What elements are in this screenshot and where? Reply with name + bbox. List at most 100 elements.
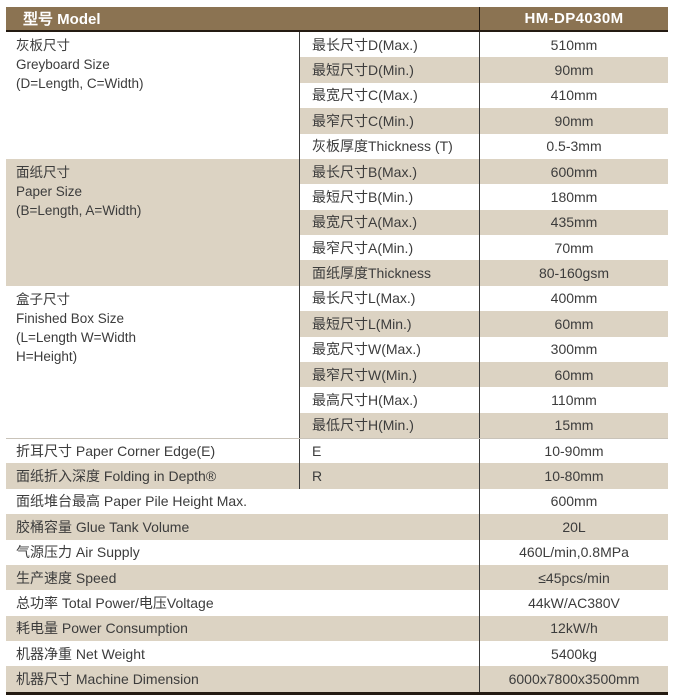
param-label: 最长尺寸D(Max.) bbox=[300, 32, 480, 58]
param-value: 60mm bbox=[554, 315, 594, 332]
param-label: 最低尺寸H(Min.) bbox=[300, 412, 480, 438]
group-rows: 最长尺寸D(Max.) 510mm 最短尺寸D(Min.) 90mm 最宽尺寸C(Max… bbox=[300, 32, 668, 159]
param-value: 15mm bbox=[554, 417, 594, 434]
table-row: 最长尺寸D(Max.) 510mm bbox=[300, 32, 668, 58]
param-label: 最宽尺寸W(Max.) bbox=[300, 336, 480, 362]
param-value: 5400kg bbox=[551, 645, 597, 662]
param-label: 最高尺寸H(Max.) bbox=[300, 387, 480, 413]
param-value: 400mm bbox=[550, 290, 598, 307]
table-row: 面纸折入深度 Folding in Depth® R 10-80mm bbox=[6, 463, 668, 489]
param-value: 0.5-3mm bbox=[546, 138, 602, 155]
category-label-line: 灰板尺寸 bbox=[16, 38, 70, 53]
param-value: 600mm bbox=[550, 163, 598, 180]
param-value: 600mm bbox=[550, 493, 598, 510]
row-label: 总功率 Total Power/电压Voltage bbox=[6, 590, 480, 616]
spec-group: 面纸尺寸 Paper Size (B=Length, A=Width) 最长尺寸B(M… bbox=[6, 158, 668, 286]
spec-table: 型号 Model HM-DP4030M 灰板尺寸 Greyboard Size (D… bbox=[6, 7, 668, 695]
param-label: 最短尺寸B(Min.) bbox=[300, 184, 480, 210]
param-value: ≤45pcs/min bbox=[538, 569, 610, 586]
param-value: 20L bbox=[562, 518, 586, 535]
category-label-line: Greyboard Size bbox=[16, 57, 110, 72]
table-row: 最窄尺寸W(Min.) 60mm bbox=[300, 361, 668, 388]
param-value: 510mm bbox=[550, 36, 598, 53]
param-value: 460L/min,0.8MPa bbox=[519, 544, 629, 561]
param-symbol: E bbox=[300, 439, 480, 464]
param-value: 90mm bbox=[554, 112, 594, 129]
table-row: 机器净重 Net Weight 5400kg bbox=[6, 641, 668, 667]
table-row: 胶桶容量 Glue Tank Volume 20L bbox=[6, 514, 668, 540]
param-label: 最窄尺寸C(Min.) bbox=[300, 108, 480, 134]
table-header-row: 型号 Model HM-DP4030M bbox=[6, 7, 668, 32]
group-rows: 最长尺寸B(Max.) 600mm 最短尺寸B(Min.) 180mm 最宽尺寸A(Ma… bbox=[300, 158, 668, 286]
table-row: 最短尺寸D(Min.) 90mm bbox=[300, 57, 668, 83]
param-value: 435mm bbox=[550, 214, 598, 231]
spec-group: 盒子尺寸 Finished Box Size (L=Length W=Width H=… bbox=[6, 285, 668, 438]
category-label-line: (D=Length, C=Width) bbox=[16, 76, 144, 91]
param-label: 最短尺寸L(Min.) bbox=[300, 311, 480, 337]
param-label: 最宽尺寸C(Max.) bbox=[300, 82, 480, 109]
param-value: 12kW/h bbox=[550, 620, 598, 637]
row-label: 气源压力 Air Supply bbox=[6, 539, 480, 565]
param-label: 灰板厚度Thickness (T) bbox=[300, 133, 480, 159]
category-label-line: (L=Length W=Width bbox=[16, 329, 137, 345]
param-value: 44kW/AC380V bbox=[528, 594, 620, 611]
table-row: 面纸厚度Thickness 80-160gsm bbox=[300, 260, 668, 286]
category-label-line: Paper Size bbox=[16, 183, 83, 199]
row-label: 机器净重 Net Weight bbox=[6, 641, 480, 667]
table-row: 灰板厚度Thickness (T) 0.5-3mm bbox=[300, 133, 668, 159]
param-label: 面纸厚度Thickness bbox=[300, 260, 480, 286]
param-value: 80-160gsm bbox=[538, 265, 610, 282]
param-label: 最长尺寸B(Max.) bbox=[300, 158, 480, 185]
table-row: 最宽尺寸A(Max.) 435mm bbox=[300, 209, 668, 235]
table-row: 耗电量 Power Consumption 12kW/h bbox=[6, 615, 668, 641]
param-value: 410mm bbox=[550, 87, 598, 104]
param-value: 300mm bbox=[550, 341, 598, 358]
param-label: 最短尺寸D(Min.) bbox=[300, 57, 480, 83]
table-row: 最短尺寸L(Min.) 60mm bbox=[300, 311, 668, 337]
row-label: 胶桶容量 Glue Tank Volume bbox=[6, 514, 480, 540]
param-value: 110mm bbox=[551, 391, 597, 408]
table-row: 最长尺寸L(Max.) 400mm bbox=[300, 285, 668, 312]
table-row: 最宽尺寸W(Max.) 300mm bbox=[300, 336, 668, 362]
param-label: 最窄尺寸A(Min.) bbox=[300, 235, 480, 261]
row-label: 生产速度 Speed bbox=[6, 564, 480, 591]
table-row: 最低尺寸H(Min.) 15mm bbox=[300, 412, 668, 438]
param-label: 最窄尺寸W(Min.) bbox=[300, 361, 480, 388]
param-value: 6000x7800x3500mm bbox=[508, 671, 640, 688]
model-header-label: 型号 Model bbox=[6, 7, 480, 30]
category-cell: 灰板尺寸 Greyboard Size (D=Length, C=Width) bbox=[6, 32, 300, 159]
category-label-line: H=Height) bbox=[16, 348, 78, 364]
spec-group: 灰板尺寸 Greyboard Size (D=Length, C=Width) 最长尺… bbox=[6, 32, 668, 159]
category-cell: 盒子尺寸 Finished Box Size (L=Length W=Width H=… bbox=[6, 285, 300, 438]
group-rows: 最长尺寸L(Max.) 400mm 最短尺寸L(Min.) 60mm 最宽尺寸W(Max… bbox=[300, 285, 668, 438]
category-label-line: 面纸尺寸 bbox=[16, 164, 70, 180]
category-label-line: Finished Box Size bbox=[16, 310, 125, 326]
param-symbol: R bbox=[300, 463, 480, 489]
table-row: 生产速度 Speed ≤45pcs/min bbox=[6, 564, 668, 591]
table-row: 最高尺寸H(Max.) 110mm bbox=[300, 387, 668, 413]
table-row: 最窄尺寸C(Min.) 90mm bbox=[300, 108, 668, 134]
table-row: 机器尺寸 Machine Dimension 6000x7800x3500mm bbox=[6, 666, 668, 692]
model-value: HM-DP4030M bbox=[524, 10, 624, 27]
table-row: 最窄尺寸A(Min.) 70mm bbox=[300, 235, 668, 261]
table-row: 最宽尺寸C(Max.) 410mm bbox=[300, 82, 668, 109]
table-row: 气源压力 Air Supply 460L/min,0.8MPa bbox=[6, 539, 668, 565]
param-value: 90mm bbox=[554, 62, 594, 79]
category-cell: 面纸尺寸 Paper Size (B=Length, A=Width) bbox=[6, 158, 300, 286]
spec-table-body: 灰板尺寸 Greyboard Size (D=Length, C=Width) 最长尺… bbox=[6, 32, 668, 695]
table-row: 最长尺寸B(Max.) 600mm bbox=[300, 158, 668, 185]
table-row: 总功率 Total Power/电压Voltage 44kW/AC380V bbox=[6, 590, 668, 616]
row-label: 机器尺寸 Machine Dimension bbox=[6, 666, 480, 692]
table-row: 最短尺寸B(Min.) 180mm bbox=[300, 184, 668, 210]
param-value: 10-80mm bbox=[544, 468, 604, 485]
param-value: 180mm bbox=[550, 188, 598, 205]
row-label: 折耳尺寸 Paper Corner Edge(E) bbox=[6, 439, 300, 464]
param-value: 60mm bbox=[554, 366, 594, 383]
row-label: 面纸堆台最高 Paper Pile Height Max. bbox=[6, 488, 480, 515]
table-row: 面纸堆台最高 Paper Pile Height Max. 600mm bbox=[6, 488, 668, 515]
param-label: 最长尺寸L(Max.) bbox=[300, 285, 480, 312]
row-label: 面纸折入深度 Folding in Depth® bbox=[6, 463, 300, 489]
category-label-line: (B=Length, A=Width) bbox=[16, 202, 142, 218]
param-value: 70mm bbox=[554, 239, 594, 256]
